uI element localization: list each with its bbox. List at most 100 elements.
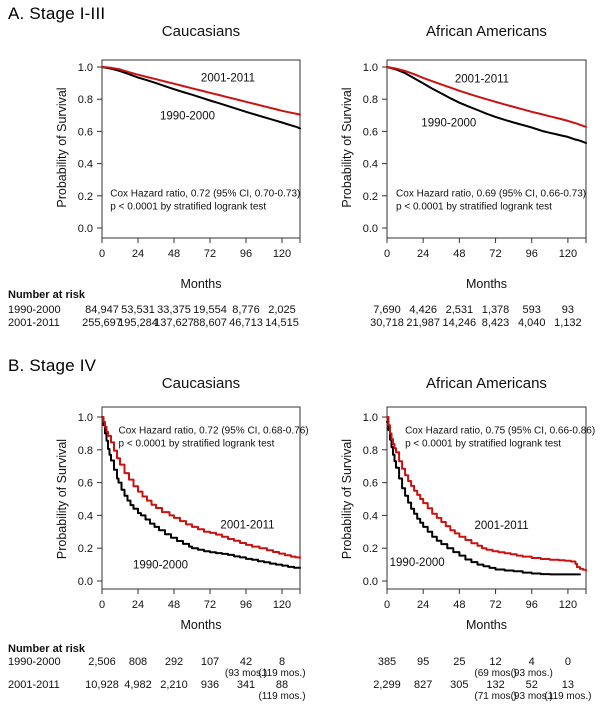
y-tick-label: 0.6: [363, 478, 378, 490]
x-tick-label: 24: [132, 599, 144, 611]
risk-value: 95: [417, 656, 430, 668]
y-tick-label: 0.0: [78, 576, 93, 588]
survival-curve-1990-2000: [101, 66, 301, 130]
x-tick-label: 0: [384, 248, 390, 260]
risk-value: 10,928: [85, 679, 119, 691]
panel-title: African Americans: [426, 375, 547, 392]
risk-value: 1,378: [481, 304, 510, 316]
x-tick-label: 72: [489, 599, 501, 611]
x-tick-label: 96: [240, 248, 252, 260]
risk-value: 7,690: [373, 304, 401, 316]
pvalue-annotation: p < 0.0001 by stratified logrank test: [110, 202, 266, 213]
risk-value-note: (69 mos.): [474, 668, 517, 679]
risk-value-note: (119 mos.): [258, 691, 306, 702]
risk-value: 2,299: [373, 679, 401, 691]
y-tick-label: 1.0: [78, 412, 93, 424]
x-tick-label: 0: [99, 248, 105, 260]
x-tick-label: 72: [204, 599, 216, 611]
x-tick-label: 0: [384, 599, 390, 611]
risk-value: 33,375: [157, 304, 191, 316]
risk-value: 341: [236, 679, 256, 691]
cox-hazard-annotation: Cox Hazard ratio, 0.75 (95% CI, 0.66-0.8…: [405, 425, 595, 436]
survival-curve-1990-2000: [386, 66, 587, 144]
y-tick-label: 0.2: [363, 191, 378, 203]
x-tick-label: 120: [273, 599, 291, 611]
risk-value: 255,697: [82, 317, 122, 329]
curve-label-1990-2000: 1990-2000: [160, 110, 215, 122]
risk-value: 2,025: [268, 304, 296, 316]
x-tick-label: 24: [417, 248, 429, 260]
curve-label-2001-2011: 2001-2011: [455, 73, 509, 85]
y-tick-label: 0.6: [363, 126, 378, 138]
pvalue-annotation: p < 0.0001 by stratified logrank test: [119, 438, 275, 449]
y-tick-label: 0.8: [363, 445, 378, 457]
risk-value: 14,515: [265, 317, 299, 329]
x-tick-label: 48: [453, 248, 465, 260]
risk-value: 93: [561, 304, 575, 316]
risk-value: 14,246: [442, 317, 477, 329]
y-axis-title: Probability of Survival: [340, 439, 354, 559]
plot-box: [101, 406, 301, 590]
risk-row-label: 2001-2011: [8, 317, 60, 329]
x-axis-title: Months: [181, 618, 222, 632]
cox-hazard-annotation: Cox Hazard ratio, 0.69 (95% CI, 0.66-0.7…: [396, 189, 586, 200]
number-at-risk-heading: Number at risk: [8, 643, 86, 655]
curve-label-2001-2011: 2001-2011: [474, 520, 528, 532]
survival-curve-2001-2011: [101, 66, 301, 116]
panel-title: Caucasians: [162, 23, 240, 40]
risk-row-label: 1990-2000: [8, 304, 61, 316]
y-tick-label: 0.2: [78, 191, 93, 203]
risk-value: 2,506: [88, 656, 116, 668]
risk-value-note: (119 mos.): [544, 691, 592, 702]
cox-hazard-annotation: Cox Hazard ratio, 0.72 (95% CI, 0.68-0.7…: [119, 425, 309, 436]
survival-curve-2001-2011: [101, 416, 301, 559]
survival-curve-2001-2011: [386, 66, 587, 128]
x-tick-label: 96: [526, 248, 538, 260]
y-tick-label: 0.4: [363, 510, 378, 522]
pvalue-annotation: p < 0.0001 by stratified logrank test: [396, 202, 552, 213]
risk-value: 593: [522, 304, 541, 316]
risk-value: 84,947: [85, 304, 119, 316]
y-tick-label: 0.4: [78, 159, 93, 171]
panel-title: Caucasians: [162, 375, 240, 392]
risk-value: 19,554: [193, 304, 227, 316]
y-tick-label: 0.8: [78, 445, 93, 457]
x-tick-label: 48: [168, 248, 180, 260]
x-tick-label: 120: [559, 599, 577, 611]
risk-value: 808: [128, 656, 148, 668]
cox-hazard-annotation: Cox Hazard ratio, 0.72 (95% CI, 0.70-0.7…: [110, 189, 300, 200]
section-b-title: B. Stage IV: [8, 356, 97, 375]
y-tick-label: 0.8: [363, 94, 378, 106]
x-axis-title: Months: [466, 277, 507, 291]
risk-value: 53,531: [121, 304, 155, 316]
risk-value: 8,423: [481, 317, 510, 329]
x-tick-label: 48: [168, 599, 180, 611]
panel-title: African Americans: [426, 23, 547, 40]
curve-label-1990-2000: 1990-2000: [133, 560, 188, 572]
curve-label-2001-2011: 2001-2011: [201, 72, 255, 84]
risk-value: 88: [275, 679, 289, 691]
survival-curve-1990-2000: [101, 416, 301, 569]
risk-value-note: (93 mos.): [510, 668, 553, 679]
x-tick-label: 48: [453, 599, 465, 611]
x-tick-label: 120: [273, 248, 291, 260]
risk-value: 107: [200, 656, 220, 668]
risk-row-label: 2001-2011: [8, 679, 60, 691]
y-tick-label: 0.4: [363, 159, 378, 171]
x-tick-label: 24: [132, 248, 144, 260]
survival-curve-1990-2000: [386, 420, 581, 576]
risk-value: 385: [377, 656, 397, 668]
risk-value: 13: [561, 679, 575, 691]
risk-value: 2,210: [160, 679, 188, 691]
x-tick-label: 96: [240, 599, 252, 611]
plot-box: [101, 59, 301, 239]
number-at-risk-heading: Number at risk: [8, 289, 86, 301]
y-tick-label: 1.0: [363, 412, 378, 424]
x-tick-label: 72: [204, 248, 216, 260]
x-tick-label: 72: [489, 248, 501, 260]
risk-value: 936: [200, 679, 220, 691]
risk-value: 195,284: [118, 317, 158, 329]
y-axis-title: Probability of Survival: [340, 87, 354, 207]
risk-value: 1,132: [554, 317, 582, 329]
y-tick-label: 0.4: [78, 510, 93, 522]
